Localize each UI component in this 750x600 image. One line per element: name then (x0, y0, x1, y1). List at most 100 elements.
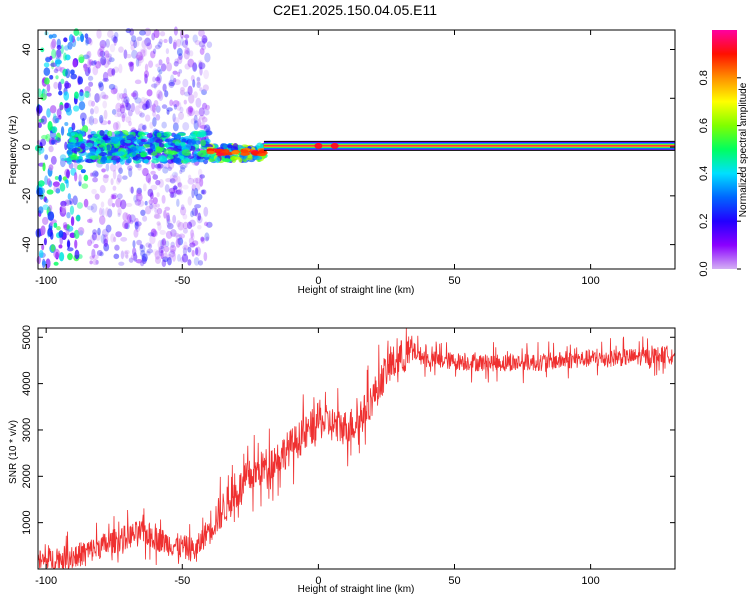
spectrogram-cell (197, 118, 202, 128)
spectrogram-cell (56, 48, 62, 58)
spectrogram-cell (125, 202, 133, 207)
spectrogram-cell (179, 86, 185, 92)
spectrogram-cell (101, 207, 105, 218)
spectrogram-cell (58, 252, 65, 262)
spectrogram-cell (125, 28, 132, 34)
spectrogram-cell (150, 50, 156, 59)
spectrogram-cell (157, 239, 164, 250)
spectrogram-cell (41, 193, 45, 200)
spectrogram-cell (137, 199, 145, 207)
spectrogram-cell (155, 105, 161, 113)
spectrogram-cell (161, 239, 167, 249)
spectrogram-cell (103, 94, 109, 101)
spectrogram-cell (101, 168, 106, 173)
spectrogram-cell (42, 90, 47, 99)
spectrogram-cell (194, 181, 201, 191)
spectrogram-cell (175, 101, 182, 111)
spectrogram-cell (177, 56, 183, 65)
figure-title: C2E1.2025.150.04.05.E11 (273, 2, 437, 18)
spectrogram-cell (150, 184, 158, 191)
spectrogram-cell (179, 169, 183, 175)
spectrogram-cell (105, 159, 114, 164)
spectrogram-cell (88, 151, 97, 156)
spectrogram-cell (194, 204, 202, 209)
spectrogram-cell (64, 121, 69, 127)
spectrogram-cell (191, 183, 196, 192)
spectrogram-cell (38, 180, 45, 187)
spectrogram-cell (203, 251, 208, 262)
spectrogram-cell (155, 203, 160, 208)
spectrogram-cell (105, 163, 110, 172)
spectrogram-cell (256, 142, 264, 150)
spectrogram-cell (149, 192, 154, 200)
spectrogram-cell (142, 144, 151, 148)
spectrogram-cell (128, 61, 134, 68)
spectrogram-cell (169, 245, 177, 253)
y-tick-label: 2000 (21, 464, 33, 488)
spectrogram-cell (153, 48, 157, 55)
spectrogram-cell (113, 66, 119, 73)
spectrogram-cell (111, 68, 116, 76)
spectrogram-cell (141, 40, 147, 49)
spectrogram-cell (175, 234, 183, 241)
spectrogram-cell (173, 117, 180, 125)
spectrogram-cell (216, 152, 225, 156)
spectrogram-cell (83, 63, 88, 72)
spectrogram-cell (78, 56, 85, 64)
spectrogram-cell (147, 232, 155, 237)
spectrogram-cell (121, 93, 128, 99)
spectrogram-x-ticks: -100 -50 0 50 100 (35, 30, 600, 287)
spectrogram-cell (188, 219, 196, 227)
spectrogram-cell (111, 155, 121, 161)
spectrogram-cell (111, 194, 117, 200)
spectrogram-cell (156, 192, 160, 198)
snr-y-ticks: 1000 2000 3000 4000 5000 (21, 325, 675, 535)
spectrogram-cell (53, 113, 57, 121)
spectrogram-cell (202, 102, 208, 110)
spectrogram-cell (166, 154, 174, 160)
spectrogram-cell (144, 101, 149, 110)
spectrogram-cell (124, 102, 131, 111)
spectrogram-cell (46, 189, 54, 195)
spectrogram-cell (55, 66, 62, 72)
spectrogram-cell (156, 207, 163, 215)
spectrogram-cell (187, 177, 195, 185)
spectrogram-cell (74, 171, 78, 182)
spectrogram-cell (56, 45, 62, 50)
spectrogram-cell (87, 239, 93, 247)
spectrogram-cell (135, 192, 143, 202)
colorbar-tick-label: 0.0 (698, 261, 710, 276)
spectrogram-cell (87, 67, 92, 74)
snr-x-axis-label: Height of straight line (km) (298, 584, 415, 595)
spectrogram-cell (67, 151, 73, 155)
spectrogram-cell (208, 158, 215, 162)
spectrogram-cell (72, 59, 78, 68)
spectrogram-cell (133, 252, 138, 262)
spectrogram-cell (41, 260, 47, 266)
spectrogram-cell (68, 34, 74, 43)
spectrogram-cell (222, 158, 232, 162)
spectrogram-cell (83, 198, 89, 208)
spectrogram-cell (197, 260, 204, 266)
spectrogram-cell (178, 233, 186, 239)
spectrogram-cell (50, 139, 57, 145)
spectrogram-cell (158, 59, 163, 66)
spectrogram-cell (138, 145, 146, 153)
spectrogram-cell (131, 35, 137, 42)
spectrogram-cell (176, 47, 183, 57)
spectrogram-cell (156, 73, 162, 84)
spectrogram-cell (115, 102, 122, 113)
spectrogram-cell (40, 225, 46, 236)
spectrogram-cell (60, 78, 65, 85)
spectrogram-cell (129, 219, 134, 225)
spectrogram-cell (167, 166, 172, 172)
spectrogram-cell (89, 260, 93, 265)
spectrogram-cell (166, 62, 173, 72)
spectrogram-cell (95, 259, 99, 265)
spectrogram-cell (112, 169, 117, 180)
spectrogram-cell (196, 77, 201, 86)
spectrogram-cell (240, 149, 249, 153)
colorbar-tick-label: 0.8 (698, 70, 710, 85)
spectrogram-cell (141, 124, 147, 130)
spectrogram-cell (113, 253, 120, 260)
